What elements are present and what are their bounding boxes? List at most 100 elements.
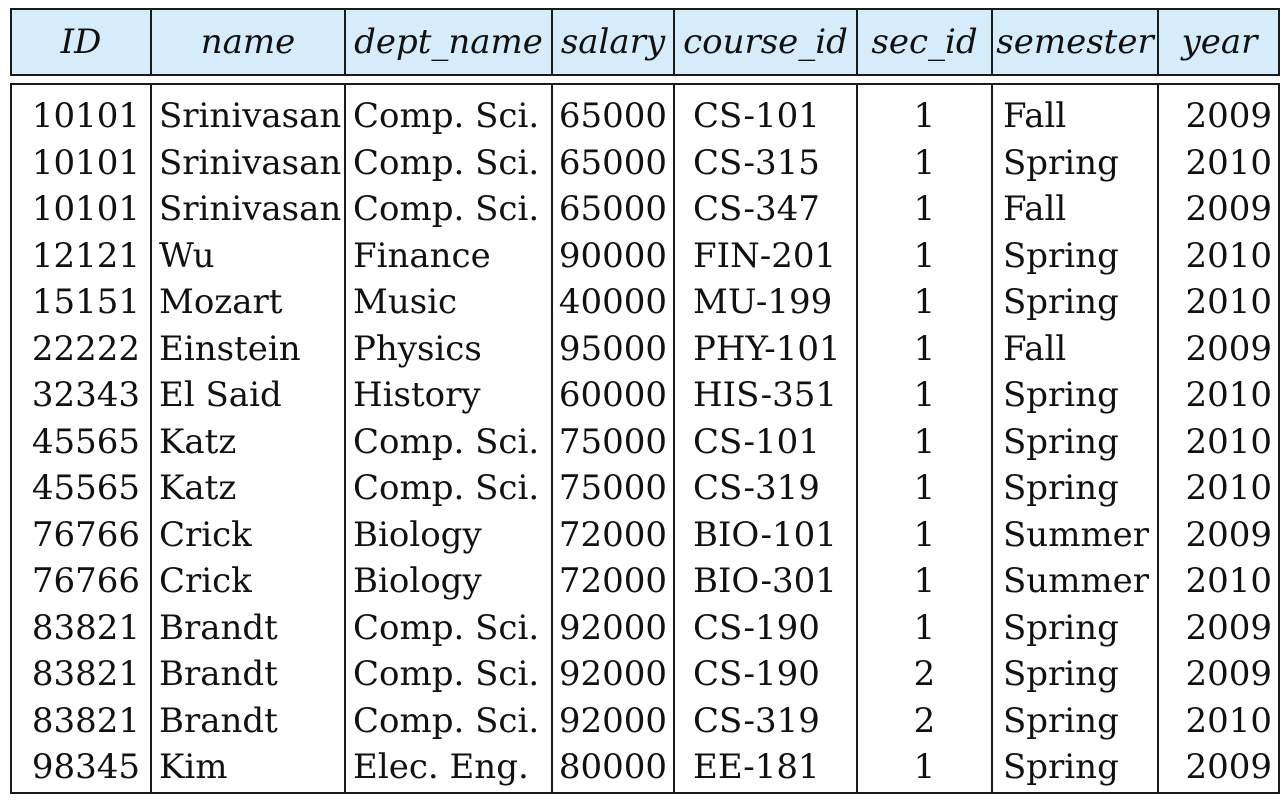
cell-dept-name: Comp. Sci.: [353, 142, 540, 183]
cell-year: 2010: [1185, 282, 1272, 322]
cell-id: 12121: [31, 235, 140, 276]
cell-salary: 92000: [558, 700, 667, 741]
cell-semester: Spring: [1003, 282, 1119, 322]
cell-id: 76766: [31, 514, 140, 555]
cell-year: 2009: [1185, 654, 1272, 694]
cell-id: 22222: [31, 328, 140, 369]
cell-salary: 92000: [558, 654, 667, 694]
cell-course-id: CS-319: [693, 700, 820, 741]
cell-year: 2009: [1185, 514, 1272, 555]
cell-id: 10101: [31, 142, 140, 183]
column-divider: [344, 85, 346, 792]
cell-dept-name: Music: [353, 282, 458, 322]
cell-year: 2010: [1185, 421, 1272, 462]
column-divider: [551, 85, 553, 792]
cell-salary: 60000: [558, 375, 667, 415]
cell-course-id: CS-319: [693, 468, 820, 508]
table-row: 45565 Katz Comp. Sci. 75000 CS-319 1 Spring 201…: [12, 465, 1282, 512]
cell-course-id: CS-101: [693, 96, 820, 136]
table-row: 10101 Srinivasan Comp. Sci. 65000 CS-101 1 Fal…: [12, 93, 1282, 140]
cell-course-id: BIO-301: [693, 561, 837, 601]
cell-course-id: BIO-101: [693, 514, 837, 555]
cell-sec-id: 2: [913, 700, 936, 741]
cell-dept-name: Comp. Sci.: [353, 607, 540, 648]
cell-sec-id: 1: [913, 607, 936, 648]
cell-salary: 90000: [558, 235, 667, 276]
cell-course-id: PHY-101: [693, 328, 841, 369]
cell-salary: 65000: [558, 96, 667, 136]
cell-sec-id: 1: [913, 514, 936, 555]
column-divider: [991, 85, 993, 792]
column-header-semester: semester: [996, 22, 1154, 62]
cell-semester: Spring: [1003, 421, 1119, 462]
cell-semester: Spring: [1003, 607, 1119, 648]
cell-sec-id: 1: [913, 142, 936, 183]
cell-course-id: CS-347: [693, 189, 820, 229]
cell-name: Katz: [159, 421, 237, 462]
cell-dept-name: Comp. Sci.: [353, 654, 540, 694]
cell-name: El Said: [159, 375, 282, 415]
cell-semester: Fall: [1003, 328, 1067, 369]
cell-year: 2009: [1185, 96, 1272, 136]
cell-sec-id: 1: [913, 468, 936, 508]
cell-salary: 92000: [558, 607, 667, 648]
cell-id: 76766: [31, 561, 140, 601]
cell-name: Srinivasan: [159, 142, 342, 183]
cell-dept-name: Biology: [353, 514, 482, 555]
cell-salary: 80000: [558, 747, 667, 787]
column-header-year: year: [1181, 22, 1258, 62]
table-row: 10101 Srinivasan Comp. Sci. 65000 CS-315 1 Spr…: [12, 140, 1282, 187]
cell-course-id: CS-101: [693, 421, 820, 462]
cell-dept-name: Comp. Sci.: [353, 468, 540, 508]
cell-course-id: CS-190: [693, 654, 820, 694]
cell-semester: Spring: [1003, 375, 1119, 415]
cell-id: 45565: [31, 468, 140, 508]
cell-id: 98345: [31, 747, 140, 787]
cell-name: Crick: [159, 514, 252, 555]
cell-semester: Fall: [1003, 189, 1067, 229]
cell-id: 10101: [31, 96, 140, 136]
table-row: 83821 Brandt Comp. Sci. 92000 CS-190 1 Spring 2…: [12, 605, 1282, 652]
cell-name: Brandt: [159, 654, 278, 694]
cell-course-id: HIS-351: [693, 375, 838, 415]
cell-year: 2010: [1185, 142, 1272, 183]
cell-salary: 65000: [558, 189, 667, 229]
cell-sec-id: 1: [913, 421, 936, 462]
column-divider: [551, 10, 553, 74]
column-divider: [1157, 10, 1159, 74]
cell-year: 2010: [1185, 700, 1272, 741]
cell-dept-name: Comp. Sci.: [353, 700, 540, 741]
table-row: 32343 El Said History 60000 HIS-351 1 Spring 20…: [12, 372, 1282, 419]
cell-year: 2009: [1185, 189, 1272, 229]
cell-course-id: MU-199: [693, 282, 833, 322]
cell-sec-id: 1: [913, 375, 936, 415]
cell-id: 15151: [31, 282, 140, 322]
column-header-name: name: [200, 22, 296, 62]
cell-year: 2010: [1185, 468, 1272, 508]
table-row: 22222 Einstein Physics 95000 PHY-101 1 Fall 200…: [12, 326, 1282, 373]
cell-id: 83821: [31, 654, 140, 694]
cell-name: Brandt: [159, 700, 278, 741]
cell-sec-id: 1: [913, 189, 936, 229]
table-header-row: ID name dept_name salary course_id sec_id seme…: [10, 8, 1280, 76]
cell-semester: Summer: [1003, 514, 1150, 555]
column-header-dept-name: dept_name: [354, 22, 543, 62]
cell-name: Katz: [159, 468, 237, 508]
cell-sec-id: 1: [913, 328, 936, 369]
cell-dept-name: Elec. Eng.: [353, 747, 529, 787]
table-row: 15151 Mozart Music 40000 MU-199 1 Spring 2010: [12, 279, 1282, 326]
cell-salary: 72000: [558, 561, 667, 601]
cell-dept-name: Comp. Sci.: [353, 189, 540, 229]
column-divider: [673, 85, 675, 792]
column-header-sec-id: sec_id: [871, 22, 978, 62]
table-row: 45565 Katz Comp. Sci. 75000 CS-101 1 Spring 201…: [12, 419, 1282, 466]
column-divider: [150, 10, 152, 74]
cell-salary: 40000: [558, 282, 667, 322]
cell-name: Srinivasan: [159, 96, 342, 136]
cell-year: 2010: [1185, 235, 1272, 276]
column-header-salary: salary: [560, 22, 666, 62]
cell-dept-name: Biology: [353, 561, 482, 601]
cell-name: Einstein: [159, 328, 301, 369]
cell-id: 45565: [31, 421, 140, 462]
cell-semester: Spring: [1003, 654, 1119, 694]
